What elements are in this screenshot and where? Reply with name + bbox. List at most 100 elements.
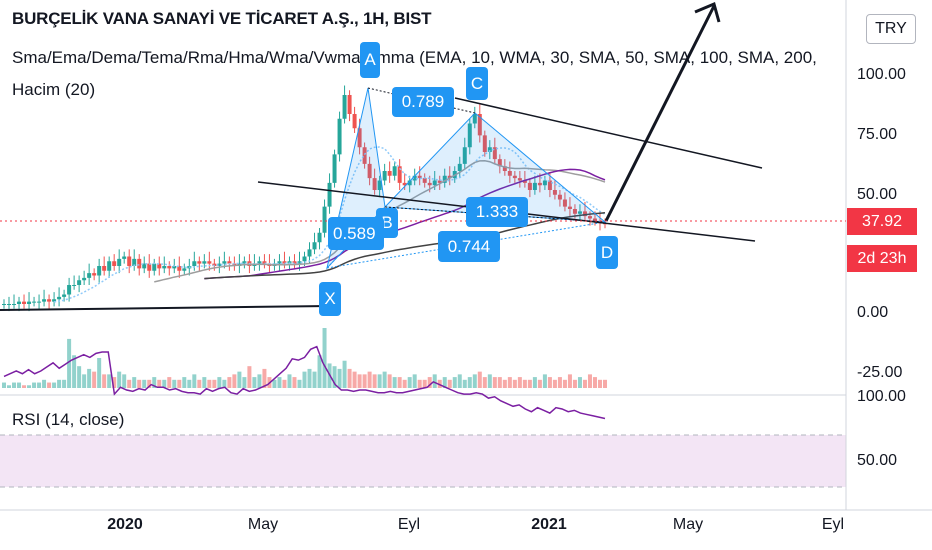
volume-bar [122, 374, 127, 388]
volume-bars [2, 328, 607, 388]
volume-bar [97, 358, 102, 388]
volume-bar [182, 377, 187, 388]
candle-body [32, 301, 37, 303]
candle-body [157, 263, 162, 269]
candle-body [217, 263, 222, 266]
candle-body [87, 273, 92, 278]
pattern-label-a[interactable]: A [360, 42, 380, 78]
volume-bar [347, 368, 352, 388]
volume-bar [112, 377, 117, 388]
volume-bar [502, 379, 507, 388]
ratio-label-xad[interactable]: 0.744 [438, 231, 500, 262]
pattern-label-x[interactable]: X [319, 282, 341, 316]
candle-body [117, 258, 122, 266]
indicator-legend[interactable]: Sma/Ema/Dema/Tema/Rma/Hma/Wma/Vwma/Smma … [12, 48, 817, 67]
candle-body [462, 147, 467, 164]
pattern-label-c[interactable]: C [466, 67, 488, 100]
candle-body [532, 182, 537, 190]
volume-bar [512, 379, 517, 388]
volume-bar [497, 377, 502, 388]
volume-bar [597, 379, 602, 388]
candle-body [17, 301, 22, 304]
x-tick-eyl-2021: Eyl [821, 516, 845, 533]
pattern-label-d[interactable]: D [596, 236, 618, 269]
volume-bar [307, 368, 312, 388]
volume-bar [362, 374, 367, 388]
volume-bar [352, 371, 357, 388]
volume-bar [247, 366, 252, 388]
upper-trendline[interactable] [454, 97, 763, 169]
ratio-label-xab[interactable]: 0.589 [328, 217, 384, 250]
volume-bar [157, 379, 162, 388]
candle-body [317, 232, 322, 243]
candle-body [197, 261, 202, 264]
volume-bar [482, 377, 487, 388]
volume-bar [312, 371, 317, 388]
volume-bar [12, 382, 17, 388]
volume-bar [492, 377, 497, 388]
volume-bar [432, 374, 437, 388]
y-tick-neg25: -25.00 [857, 364, 903, 381]
volume-bar [282, 379, 287, 388]
volume-bar [257, 374, 262, 388]
rsi-line [3, 345, 606, 420]
rsi-legend[interactable]: RSI (14, close) [12, 410, 125, 430]
candle-body [372, 178, 377, 190]
candle-body [62, 294, 67, 297]
candle-body [512, 175, 517, 179]
volume-bar [237, 371, 242, 388]
candle-body [497, 159, 502, 167]
candle-body [107, 261, 112, 271]
volume-bar [107, 374, 112, 388]
volume-bar [272, 379, 277, 388]
ma-line-100 [204, 211, 606, 280]
candle-body [222, 261, 227, 264]
candle-body [477, 114, 482, 136]
candle-body [302, 256, 307, 262]
candle-body [207, 261, 212, 264]
ratio-label-bcd[interactable]: 1.333 [466, 197, 528, 227]
volume-bar [192, 374, 197, 388]
candle-body [202, 261, 207, 264]
volume-bar [202, 377, 207, 388]
candle-body [52, 299, 57, 302]
currency-button[interactable]: TRY [866, 14, 916, 44]
x-tick-2021: 2021 [531, 516, 567, 533]
volume-bar [452, 377, 457, 388]
candle-body [337, 118, 342, 155]
candle-body [387, 171, 392, 176]
candle-body [282, 261, 287, 264]
breakout-arrow[interactable] [604, 1, 721, 222]
volume-bar [147, 379, 152, 388]
volume-bar [42, 379, 47, 388]
volume-bar [162, 379, 167, 388]
y-tick-0: 0.00 [857, 304, 889, 321]
candle-body [542, 180, 547, 186]
volume-bar [142, 379, 147, 388]
volume-bar [567, 374, 572, 388]
volume-bar [217, 377, 222, 388]
volume-bar [382, 371, 387, 388]
ratio-label-abc[interactable]: 0.789 [392, 87, 454, 117]
volume-bar [172, 379, 177, 388]
pattern-bd-line [384, 206, 606, 223]
candle-body [402, 182, 407, 186]
volume-legend[interactable]: Hacim (20) [12, 80, 96, 99]
candle-body [437, 180, 442, 183]
volume-bar [562, 379, 567, 388]
candle-body [487, 147, 492, 152]
candle-body [332, 154, 337, 183]
candle-body [142, 263, 147, 269]
volume-bar [402, 379, 407, 388]
candle-body [422, 178, 427, 183]
volume-bar [262, 368, 267, 388]
candle-body [537, 182, 542, 186]
volume-bar [477, 371, 482, 388]
candle-body [482, 135, 487, 152]
volume-bar [87, 368, 92, 388]
volume-bar [137, 379, 142, 388]
support-line[interactable] [0, 305, 331, 311]
volume-bar [77, 366, 82, 388]
candle-body [42, 299, 47, 302]
